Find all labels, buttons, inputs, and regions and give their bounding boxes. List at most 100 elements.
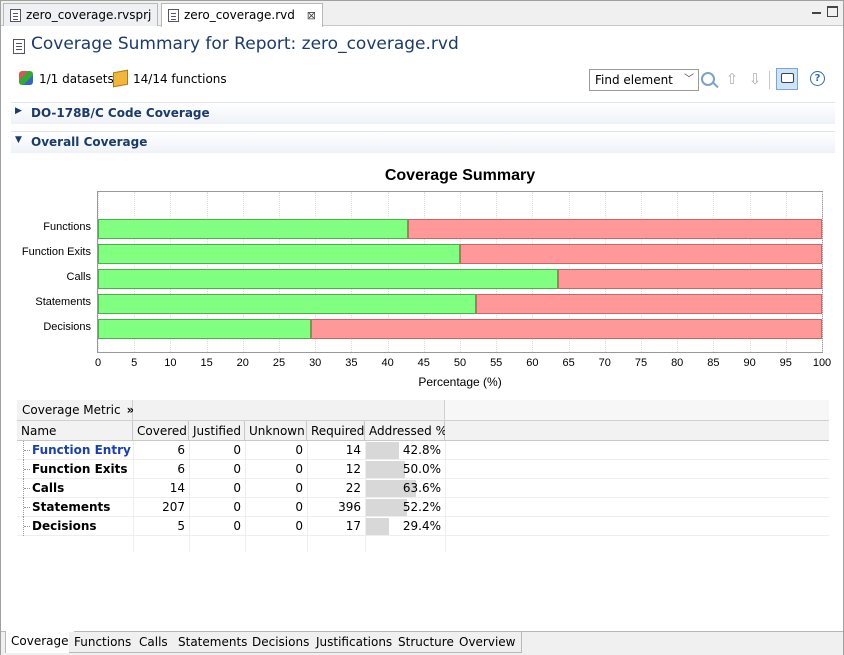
arrow-up-icon[interactable]: ⇧ (725, 70, 739, 88)
cell-required: 12 (345, 462, 361, 476)
cell-addressed: 50.0% (365, 460, 445, 479)
tree-connector (23, 479, 30, 498)
bar-uncovered-decisions (310, 319, 822, 339)
bar-covered-decisions (98, 319, 311, 339)
column-header-covered[interactable]: Covered (133, 421, 189, 441)
row-name[interactable]: Calls (32, 481, 65, 495)
editor-tab-rvsprj[interactable]: zero_coverage.rvsprj (3, 3, 159, 26)
x-tick-label: 100 (812, 357, 832, 369)
x-tick-label: 50 (453, 357, 467, 369)
tab-overview[interactable]: Overview (454, 632, 522, 653)
addressed-progress-bar (366, 461, 405, 478)
find-element-select[interactable]: Find element ﹀ (589, 69, 699, 91)
addressed-percent: 29.4% (402, 519, 441, 533)
column-header-name[interactable]: Name (17, 421, 133, 441)
tree-connector (23, 498, 30, 517)
bar-covered-functions (98, 219, 408, 239)
table-row[interactable]: Calls 14 0 0 22 63.6% (17, 479, 829, 498)
cell-unknown: 0 (295, 481, 303, 495)
section-overall-coverage[interactable]: ▼ Overall Coverage (11, 131, 835, 153)
triangle-down-icon: ▼ (15, 135, 22, 145)
x-tick-label: 90 (743, 357, 756, 369)
x-tick-label: 85 (707, 357, 720, 369)
coverage-summary-chart: Coverage Summary Percentage (%) Function… (1, 164, 843, 396)
x-tick-label: 40 (381, 357, 394, 369)
tab-calls[interactable]: Calls (134, 632, 174, 653)
section-do178-code-coverage[interactable]: ▶ DO-178B/C Code Coverage (11, 102, 835, 124)
cell-covered: 6 (177, 462, 185, 476)
maximize-icon[interactable] (827, 6, 838, 17)
cell-addressed: 52.2% (365, 498, 445, 517)
row-name[interactable]: Function Entry (32, 443, 131, 457)
tab-functions[interactable]: Functions (69, 632, 138, 653)
addressed-percent: 52.2% (402, 500, 441, 514)
column-header-unknown[interactable]: Unknown (245, 421, 307, 441)
row-name[interactable]: Decisions (32, 519, 97, 533)
x-tick-label: 75 (634, 357, 648, 369)
cell-covered: 6 (177, 443, 185, 457)
functions-icon (113, 69, 128, 88)
editor-tab-rvd[interactable]: zero_coverage.rvd ⊠ (161, 3, 323, 27)
comment-icon[interactable] (776, 68, 798, 90)
row-name[interactable]: Statements (32, 500, 111, 514)
x-tick-label: 30 (309, 357, 322, 369)
tab-statements[interactable]: Statements (173, 632, 254, 653)
functions-count: 14/14 functions (133, 72, 227, 86)
cell-unknown: 0 (295, 462, 303, 476)
tree-connector (23, 441, 30, 460)
cell-justified: 0 (233, 443, 241, 457)
bar-covered-function-exits (98, 244, 460, 264)
addressed-progress-bar (366, 480, 416, 497)
datasets-count: 1/1 datasets (39, 72, 114, 86)
x-tick-label: 70 (598, 357, 611, 369)
editor-tab-label: zero_coverage.rvd (184, 8, 295, 22)
find-element-value: Find element (595, 73, 673, 87)
cell-required: 396 (338, 500, 361, 514)
tree-connector (23, 517, 30, 536)
cell-addressed: 29.4% (365, 517, 445, 536)
addressed-percent: 42.8% (402, 443, 441, 457)
bar-uncovered-statements (475, 294, 822, 314)
close-icon[interactable]: ⊠ (306, 9, 316, 22)
help-icon[interactable]: ? (810, 71, 825, 86)
coverage-metric-table: Coverage Metric» Name Covered Justified … (17, 400, 829, 552)
coverage-metric-group-header[interactable]: Coverage Metric » (17, 400, 135, 421)
x-tick-label: 5 (131, 357, 138, 369)
table-row[interactable]: Decisions 5 0 0 17 29.4% (17, 517, 829, 536)
column-separator (365, 441, 366, 552)
cell-justified: 0 (233, 462, 241, 476)
tab-structure[interactable]: Structure (393, 632, 460, 653)
x-axis-label: Percentage (%) (418, 375, 502, 389)
row-name[interactable]: Function Exits (32, 462, 128, 476)
column-header-addressed[interactable]: Addressed % (365, 421, 447, 441)
x-tick-label: 80 (671, 357, 684, 369)
bar-uncovered-calls (558, 269, 822, 289)
minimize-icon[interactable] (811, 6, 822, 17)
x-tick-label: 60 (526, 357, 539, 369)
tab-coverage[interactable]: Coverage (5, 631, 75, 653)
table-row[interactable]: Function Entry 6 0 0 14 42.8% (17, 441, 829, 460)
section-label: DO-178B/C Code Coverage (31, 106, 210, 120)
bar-uncovered-functions (407, 219, 822, 239)
editor-tab-label: zero_coverage.rvsprj (26, 8, 152, 22)
column-header-justified[interactable]: Justified (189, 421, 245, 441)
table-row[interactable]: Statements 207 0 0 396 52.2% (17, 498, 829, 517)
double-chevron-right-icon[interactable]: » (126, 403, 135, 417)
addressed-percent: 50.0% (402, 462, 441, 476)
bar-covered-statements (98, 294, 476, 314)
section-label: Overall Coverage (31, 135, 148, 149)
x-tick-label: 15 (200, 357, 213, 369)
addressed-progress-bar (366, 499, 407, 516)
tab-decisions[interactable]: Decisions (247, 632, 316, 653)
tab-justifications[interactable]: Justifications (311, 632, 399, 653)
x-tick-label: 20 (236, 357, 249, 369)
arrow-down-icon[interactable]: ⇩ (748, 70, 762, 88)
cell-justified: 0 (233, 481, 241, 495)
editor-tab-strip: zero_coverage.rvsprj zero_coverage.rvd ⊠ (1, 1, 843, 27)
column-header-required[interactable]: Required (307, 421, 365, 441)
y-tick-label: Function Exits (21, 246, 91, 258)
addressed-percent: 63.6% (402, 481, 441, 495)
find-icon[interactable] (701, 72, 715, 86)
table-row[interactable]: Function Exits 6 0 0 12 50.0% (17, 460, 829, 479)
